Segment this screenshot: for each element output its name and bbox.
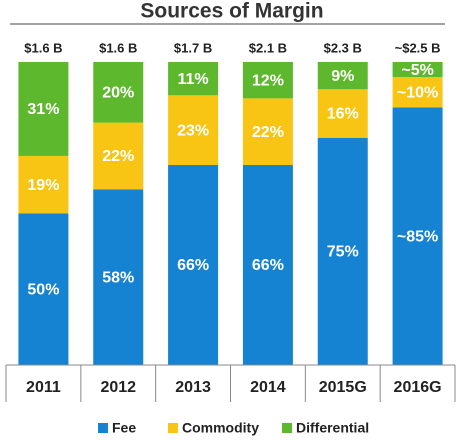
segment-label: 22% bbox=[252, 124, 284, 141]
bar-segment bbox=[317, 137, 368, 365]
total-label: ~$2.5 B bbox=[395, 40, 441, 55]
bar-segment bbox=[392, 62, 443, 78]
bar-segment bbox=[18, 155, 69, 214]
total-label: $1.6 B bbox=[99, 40, 137, 55]
bar-segment bbox=[242, 98, 293, 166]
bar-segment bbox=[317, 62, 368, 90]
segment-label: 31% bbox=[27, 101, 59, 118]
segment-label: 66% bbox=[252, 257, 284, 274]
segment-label: 19% bbox=[27, 177, 59, 194]
bar-segment bbox=[168, 165, 219, 365]
bar-segment bbox=[242, 62, 293, 99]
segment-label: 22% bbox=[102, 148, 134, 165]
total-label: $1.7 B bbox=[174, 40, 212, 55]
segment-label: 23% bbox=[177, 122, 209, 139]
legend-label: Fee bbox=[112, 420, 136, 436]
segment-label: 75% bbox=[327, 244, 359, 261]
legend-swatch bbox=[282, 423, 292, 433]
bar-segment bbox=[242, 165, 293, 365]
x-tick-label: 2011 bbox=[26, 379, 61, 396]
total-label: $2.3 B bbox=[324, 40, 362, 55]
bar-segment bbox=[18, 213, 69, 365]
legend-label: Differential bbox=[296, 420, 369, 436]
bar-segment bbox=[317, 89, 368, 138]
legend-label: Commodity bbox=[182, 420, 259, 436]
x-tick-label: 2014 bbox=[250, 379, 286, 396]
segment-label: ~10% bbox=[397, 85, 438, 102]
segment-label: ~5% bbox=[401, 62, 433, 79]
bar-segment bbox=[168, 62, 219, 96]
bar-segment bbox=[392, 77, 443, 108]
x-tick-label: 2013 bbox=[175, 379, 211, 396]
segment-label: 20% bbox=[102, 85, 134, 102]
bar-segment bbox=[168, 95, 219, 166]
chart-title: Sources of Margin bbox=[140, 0, 323, 23]
bar-segment bbox=[392, 107, 443, 365]
bar-segment bbox=[93, 122, 144, 190]
segment-label: ~85% bbox=[397, 228, 438, 245]
segment-label: 9% bbox=[331, 68, 354, 85]
segment-label: 16% bbox=[327, 106, 359, 123]
x-tick-label: 2012 bbox=[100, 379, 136, 396]
x-tick-label: 2016G bbox=[394, 379, 442, 396]
bar-segment bbox=[93, 189, 144, 365]
segment-label: 58% bbox=[102, 269, 134, 286]
legend-swatch bbox=[98, 423, 108, 433]
segment-label: 12% bbox=[252, 72, 284, 89]
legend-swatch bbox=[168, 423, 178, 433]
segment-label: 11% bbox=[178, 71, 209, 88]
segment-label: 66% bbox=[177, 257, 209, 274]
x-tick-label: 2015G bbox=[319, 379, 367, 396]
total-label: $1.6 B bbox=[24, 40, 62, 55]
total-label: $2.1 B bbox=[249, 40, 287, 55]
bar-segment bbox=[93, 62, 144, 123]
segment-label: 50% bbox=[27, 281, 59, 298]
bar-segment bbox=[18, 62, 69, 156]
